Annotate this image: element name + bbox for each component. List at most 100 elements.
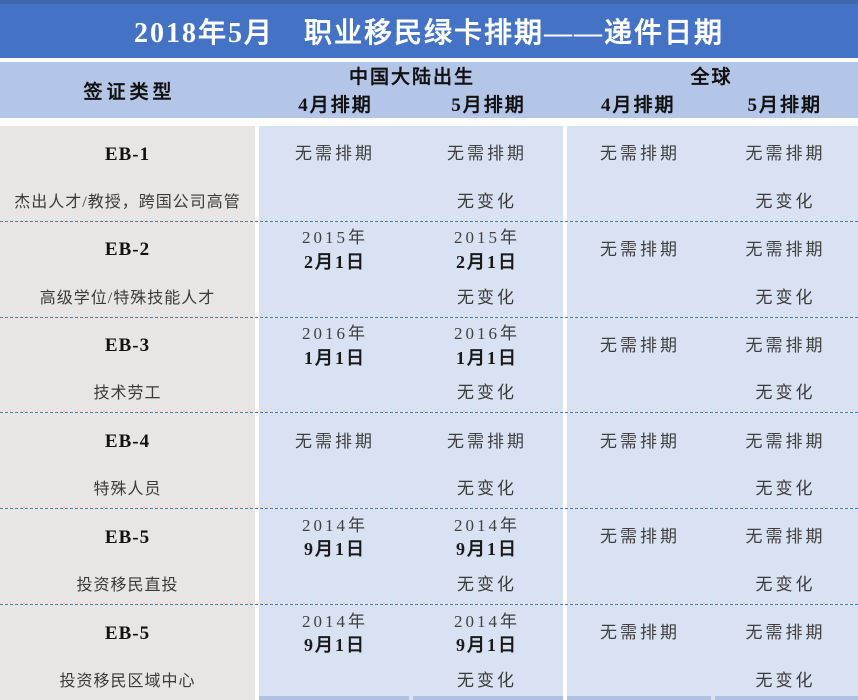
change-global-may: 无变化	[713, 566, 858, 605]
change-global-may: 无变化	[713, 278, 858, 317]
cell-empty	[567, 183, 713, 221]
visa-description-cell: 高级学位/特殊技能人才	[0, 278, 255, 317]
visa-category-cell: EB-5	[0, 509, 255, 567]
visa-category: EB-4	[104, 430, 151, 452]
cell-china-may: 2014年 9月1日	[411, 605, 563, 663]
cell-china-apr: 2014年 9月1日	[259, 605, 411, 663]
table-row-eb5-direct: EB-5 2014年 9月1日 2014年 9月1日 无需排期 无需排期 投资移民直…	[0, 509, 858, 606]
change-china-may: 无变化	[411, 183, 563, 221]
cell-global-apr: 无需排期	[567, 221, 713, 279]
visa-description: 投资移民区域中心	[59, 672, 196, 690]
divider	[0, 58, 858, 62]
cell-china-apr: 无需排期	[259, 413, 411, 471]
column-separator	[563, 605, 567, 700]
visa-description-cell: 投资移民直投	[0, 566, 255, 605]
change-china-may: 无变化	[411, 278, 563, 317]
change-china-may: 无变化	[411, 470, 563, 509]
cell-empty	[567, 374, 713, 413]
cell-bottom-border	[715, 696, 858, 700]
change-china-may: 无变化	[411, 566, 563, 605]
cell-global-apr: 无需排期	[567, 126, 713, 183]
title-bar: 2018年5月 职业移民绿卡排期——递件日期	[0, 0, 858, 58]
cell-china-may: 2016年 1月1日	[411, 317, 563, 375]
visa-type-column-header: 签证类型	[83, 81, 176, 103]
column-separator	[563, 126, 567, 221]
global-apr-column-header: 4月排期	[600, 95, 676, 116]
change-global-may: 无变化	[713, 374, 858, 413]
cell-global-apr: 无需排期	[567, 509, 713, 567]
table-row-eb3: EB-3 2016年 1月1日 2016年 1月1日 无需排期 无需排期 技术劳工 …	[0, 317, 858, 414]
column-separator	[563, 317, 567, 413]
column-separator	[255, 413, 259, 509]
table-row-eb2: EB-2 2015年 2月1日 2015年 2月1日 无需排期 无需排期 高级学位/…	[0, 221, 858, 318]
cell-empty	[259, 278, 411, 317]
visa-description-cell: 杰出人才/教授，跨国公司高管	[0, 183, 255, 221]
cell-empty	[259, 662, 411, 700]
cell-global-may: 无需排期	[713, 605, 858, 663]
cell-bottom-border	[413, 696, 563, 700]
visa-description: 技术劳工	[93, 385, 162, 403]
cell-china-may: 无需排期	[411, 126, 563, 183]
cell-empty	[259, 566, 411, 605]
change-global-may: 无变化	[713, 662, 858, 700]
china-group-header: 中国大陆出生	[348, 67, 475, 88]
column-separator	[563, 221, 567, 317]
visa-description-cell: 特殊人员	[0, 470, 255, 509]
column-separator	[255, 221, 259, 317]
visa-description: 杰出人才/教授，跨国公司高管	[14, 193, 241, 211]
column-separator	[255, 605, 259, 700]
visa-description-cell: 投资移民区域中心	[0, 662, 255, 700]
cell-global-may: 无需排期	[713, 509, 858, 567]
visa-category-cell: EB-3	[0, 317, 255, 375]
visa-category: EB-3	[104, 335, 151, 357]
cell-empty	[567, 470, 713, 509]
cell-global-apr: 无需排期	[567, 605, 713, 663]
change-global-may: 无变化	[713, 183, 858, 221]
cell-empty	[259, 374, 411, 413]
cell-empty	[259, 470, 411, 509]
column-separator	[563, 413, 567, 509]
global-group-header: 全球	[690, 67, 733, 88]
visa-description: 投资移民直投	[76, 577, 179, 595]
cell-global-may: 无需排期	[713, 221, 858, 279]
table-row-eb4: EB-4 无需排期 无需排期 无需排期 无需排期 特殊人员 无变化 无变化	[0, 413, 858, 510]
cell-china-apr: 无需排期	[259, 126, 411, 183]
visa-category-cell: EB-5	[0, 605, 255, 663]
cell-global-apr: 无需排期	[567, 317, 713, 375]
cell-empty	[567, 566, 713, 605]
change-global-may: 无变化	[713, 470, 858, 509]
table-row-eb5-regional: EB-5 2014年 9月1日 2014年 9月1日 无需排期 无需排期 投资移民区…	[0, 605, 858, 700]
cell-empty	[567, 662, 713, 700]
cell-china-may: 2014年 9月1日	[411, 509, 563, 567]
cell-bottom-border	[567, 696, 711, 700]
column-separator	[255, 509, 259, 605]
visa-category: EB-5	[104, 622, 151, 644]
cell-bottom-border	[259, 696, 409, 700]
column-separator	[255, 317, 259, 413]
change-china-may: 无变化	[411, 662, 563, 700]
cell-china-may: 无需排期	[411, 413, 563, 471]
visa-category-cell: EB-2	[0, 221, 255, 279]
visa-category-cell: EB-4	[0, 413, 255, 471]
global-may-column-header: 5月排期	[747, 95, 822, 116]
table-body: EB-1 无需排期 无需排期 无需排期 无需排期 杰出人才/教授，跨国公司高管 …	[0, 126, 858, 700]
cell-empty	[259, 183, 411, 221]
visa-category: EB-2	[104, 239, 151, 261]
visa-description-cell: 技术劳工	[0, 374, 255, 413]
cell-china-may: 2015年 2月1日	[411, 221, 563, 279]
table-row-eb1: EB-1 无需排期 无需排期 无需排期 无需排期 杰出人才/教授，跨国公司高管 …	[0, 126, 858, 222]
visa-category-cell: EB-1	[0, 126, 255, 183]
cell-china-apr: 2014年 9月1日	[259, 509, 411, 567]
global-column-group: 全球 4月排期 5月排期	[565, 62, 858, 118]
page-title: 2018年5月 职业移民绿卡排期——递件日期	[133, 18, 724, 49]
visa-description: 特殊人员	[93, 481, 162, 499]
visa-category: EB-1	[104, 143, 151, 165]
visa-category: EB-5	[104, 526, 151, 548]
cell-global-may: 无需排期	[713, 126, 858, 183]
cell-global-apr: 无需排期	[567, 413, 713, 471]
china-apr-column-header: 4月排期	[298, 95, 373, 116]
cell-china-apr: 2015年 2月1日	[259, 221, 411, 279]
divider	[0, 118, 858, 126]
change-china-may: 无变化	[411, 374, 563, 413]
